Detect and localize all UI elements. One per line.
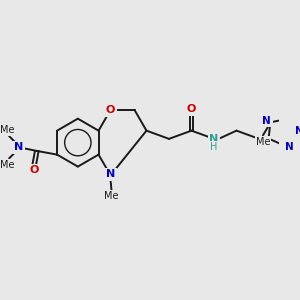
Text: N: N xyxy=(106,169,115,179)
Text: Me: Me xyxy=(256,137,270,147)
Text: Me: Me xyxy=(0,160,15,170)
Text: O: O xyxy=(106,105,115,115)
Text: N: N xyxy=(14,142,23,152)
Text: N: N xyxy=(285,142,293,152)
Text: Me: Me xyxy=(0,125,15,135)
Text: O: O xyxy=(29,165,39,175)
Text: O: O xyxy=(187,104,196,115)
Text: N: N xyxy=(296,126,300,136)
Text: H: H xyxy=(210,142,218,152)
Text: N: N xyxy=(209,134,219,144)
Text: N: N xyxy=(262,116,271,126)
Text: Me: Me xyxy=(104,190,119,201)
